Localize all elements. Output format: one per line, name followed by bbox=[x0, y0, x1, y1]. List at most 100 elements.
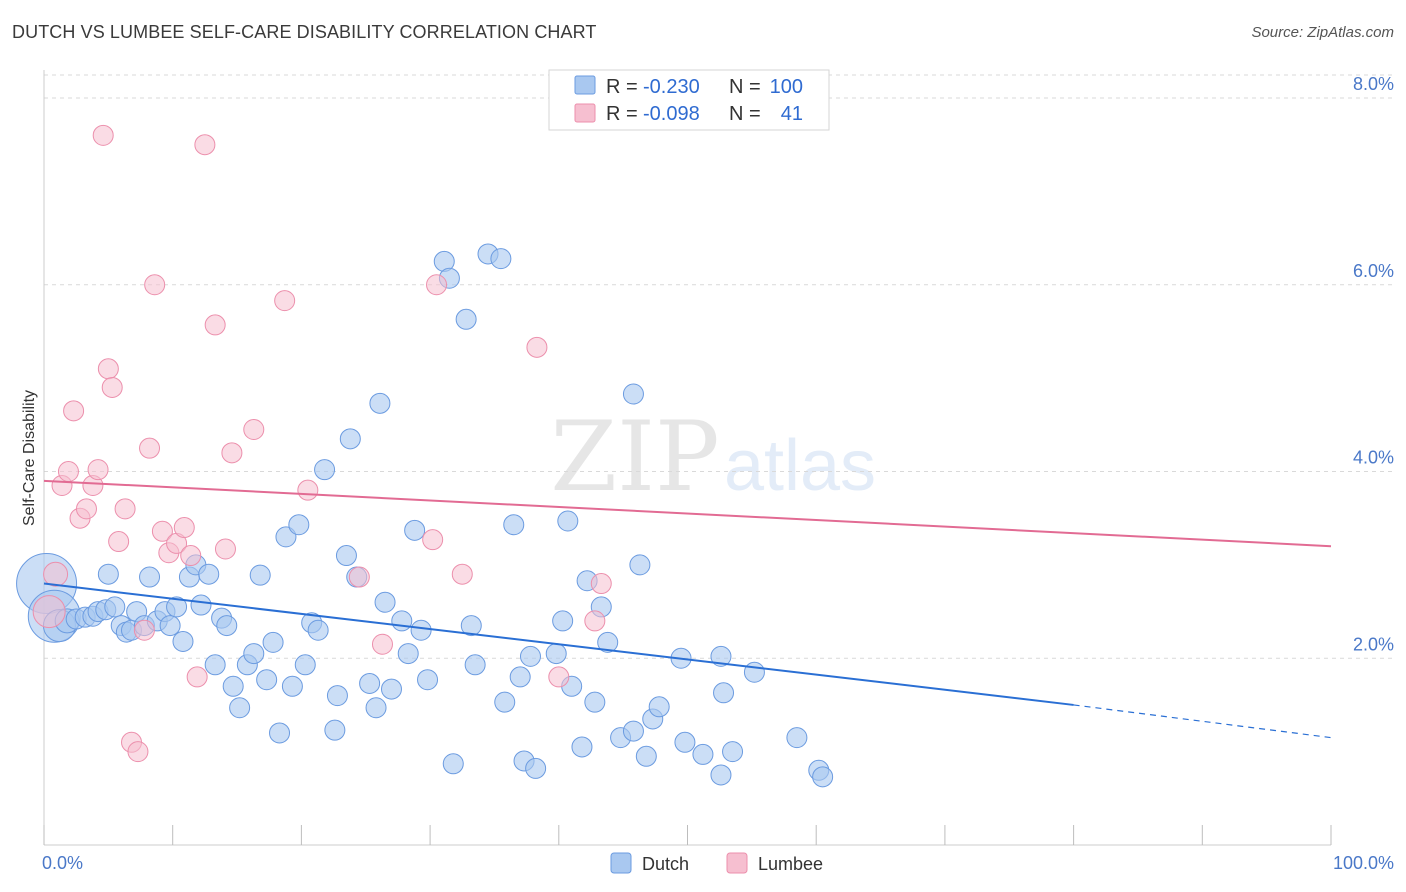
watermark-zip: ZIP bbox=[550, 401, 719, 513]
lumbee-point bbox=[590, 573, 612, 595]
lumbee-point bbox=[180, 545, 202, 567]
legend-r-value-dutch: -0.230 bbox=[643, 76, 700, 98]
dutch-point bbox=[288, 514, 310, 536]
lumbee-point bbox=[43, 561, 69, 587]
lumbee-points bbox=[32, 124, 612, 763]
x-tick-label-min: 0.0% bbox=[42, 853, 83, 873]
dutch-point bbox=[464, 654, 486, 676]
lumbee-point bbox=[139, 437, 161, 459]
source-label: Source: ZipAtlas.com bbox=[1251, 24, 1394, 41]
dutch-point bbox=[622, 720, 644, 742]
dutch-point bbox=[335, 545, 357, 567]
dutch-point bbox=[269, 722, 291, 744]
dutch-point bbox=[369, 392, 391, 414]
legend-box bbox=[548, 69, 830, 131]
lumbee-point bbox=[204, 314, 226, 336]
legend-n-value-lumbee: 41 bbox=[781, 103, 803, 125]
dutch-point bbox=[786, 727, 808, 749]
dutch-point bbox=[503, 514, 525, 536]
dutch-point bbox=[262, 631, 284, 653]
lumbee-point bbox=[221, 442, 243, 464]
lumbee-trendline bbox=[43, 479, 1332, 548]
legend-swatch-lumbee bbox=[574, 103, 596, 123]
dutch-trendline-extension bbox=[1073, 704, 1332, 739]
dutch-point bbox=[743, 661, 765, 683]
dutch-point bbox=[455, 308, 477, 330]
dutch-point bbox=[380, 678, 402, 700]
dutch-point bbox=[359, 672, 381, 694]
dutch-point bbox=[629, 554, 651, 576]
dutch-point bbox=[525, 757, 547, 779]
dutch-point bbox=[229, 697, 251, 719]
dutch-point bbox=[307, 619, 329, 641]
watermark-atlas: atlas bbox=[724, 426, 876, 506]
dutch-point bbox=[410, 619, 432, 641]
x-tick-label-max: 100.0% bbox=[1333, 853, 1394, 873]
lumbee-point bbox=[108, 531, 130, 553]
chart-title: DUTCH VS LUMBEE SELF-CARE DISABILITY COR… bbox=[12, 22, 597, 42]
lumbee-point bbox=[548, 666, 570, 688]
dutch-point bbox=[597, 631, 619, 653]
lumbee-point bbox=[371, 633, 393, 655]
x-ticks bbox=[43, 825, 1332, 845]
lumbee-point bbox=[186, 666, 208, 688]
dutch-point bbox=[494, 691, 516, 713]
dutch-point bbox=[571, 736, 593, 758]
lumbee-point bbox=[243, 418, 265, 440]
dutch-point bbox=[710, 764, 732, 786]
lumbee-point bbox=[97, 358, 119, 380]
lumbee-point bbox=[214, 538, 236, 560]
lumbee-point bbox=[194, 134, 216, 156]
dutch-point bbox=[294, 654, 316, 676]
lumbee-point bbox=[426, 274, 448, 296]
dutch-point bbox=[190, 594, 212, 616]
dutch-point bbox=[204, 654, 226, 676]
dutch-point bbox=[339, 428, 361, 450]
dutch-point bbox=[326, 685, 348, 707]
dutch-point bbox=[557, 510, 579, 532]
dutch-point bbox=[222, 675, 244, 697]
legend-swatch-dutch bbox=[574, 75, 596, 95]
dutch-point bbox=[519, 645, 541, 667]
dutch-point bbox=[374, 591, 396, 613]
legend-n-label-dutch: N = bbox=[729, 76, 761, 98]
lumbee-point bbox=[144, 274, 166, 296]
legend-n-value-dutch: 100 bbox=[770, 76, 803, 98]
lumbee-point bbox=[133, 619, 155, 641]
y-tick-label: 2.0% bbox=[1353, 634, 1394, 654]
lumbee-point bbox=[584, 610, 606, 632]
dutch-point bbox=[198, 563, 220, 585]
dutch-point bbox=[674, 731, 696, 753]
dutch-point bbox=[648, 696, 670, 718]
lumbee-point bbox=[114, 498, 136, 520]
y-tick-labels: 2.0% 4.0% 6.0% 8.0% bbox=[1353, 74, 1394, 654]
dutch-point bbox=[509, 666, 531, 688]
dutch-point bbox=[275, 526, 297, 548]
trendlines bbox=[43, 479, 1332, 739]
y-tick-label: 4.0% bbox=[1353, 448, 1394, 468]
lumbee-point bbox=[526, 336, 548, 358]
dutch-point bbox=[166, 596, 188, 618]
legend-n-label-lumbee: N = bbox=[729, 103, 761, 125]
correlation-legend: R = -0.230 N = 100 R = -0.098 N = 41 bbox=[548, 69, 830, 131]
lumbee-point bbox=[75, 498, 97, 520]
dutch-point bbox=[460, 615, 482, 637]
legend-r-value-lumbee: -0.098 bbox=[643, 103, 700, 125]
lumbee-point bbox=[92, 124, 114, 146]
dutch-point bbox=[216, 615, 238, 637]
series-legend-label-lumbee: Lumbee bbox=[758, 854, 823, 874]
dutch-point bbox=[490, 248, 512, 270]
legend-r-label-dutch: R = bbox=[606, 76, 638, 98]
dutch-point bbox=[417, 669, 439, 691]
dutch-point bbox=[172, 630, 194, 652]
series-legend-swatch-dutch bbox=[610, 852, 632, 874]
lumbee-point bbox=[57, 461, 79, 483]
dutch-point bbox=[722, 741, 744, 763]
lumbee-point bbox=[32, 595, 66, 629]
dutch-point bbox=[314, 459, 336, 481]
dutch-point bbox=[249, 564, 271, 586]
dutch-point bbox=[584, 691, 606, 713]
lumbee-point bbox=[173, 517, 195, 539]
dutch-point bbox=[391, 610, 413, 632]
